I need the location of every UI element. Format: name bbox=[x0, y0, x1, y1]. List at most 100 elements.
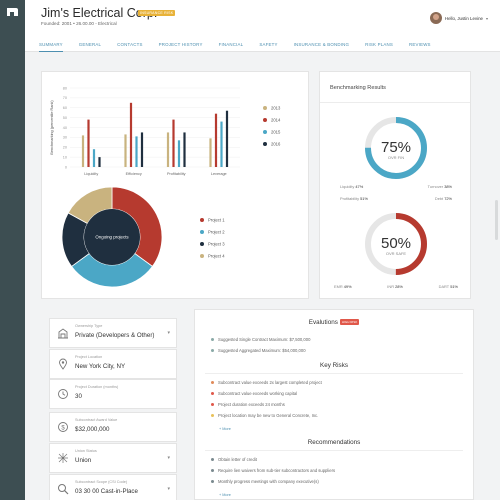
bar-efficiency-2013 bbox=[124, 134, 127, 167]
tab-financial[interactable]: FINANCIAL bbox=[218, 42, 244, 47]
divider bbox=[205, 450, 463, 451]
user-menu[interactable]: Hello, Justin Levine ▾ bbox=[429, 12, 488, 24]
benchmark-title: Benchmarking Results bbox=[330, 85, 386, 91]
stat-turnover: Turnover 38% bbox=[427, 184, 452, 189]
field-label: Union Status bbox=[75, 449, 97, 453]
chevron-down-icon[interactable]: ▾ bbox=[167, 486, 170, 492]
more-recommendations-link[interactable]: + More bbox=[219, 493, 231, 497]
project-duration-field[interactable]: Project Duration (months) 30 bbox=[49, 379, 177, 409]
stat-emr: EMR 49% bbox=[334, 284, 352, 289]
bar-chart: 0 10 20 30 40 50 60 70 80 Benchmarking (percentil… bbox=[50, 86, 281, 176]
gauge1-value: 75% bbox=[381, 139, 411, 156]
y-tick-label: 30 bbox=[63, 136, 67, 140]
bar-leverage-2015 bbox=[220, 121, 223, 167]
tab-safety[interactable]: SAFETY bbox=[259, 42, 278, 47]
search-icon bbox=[58, 484, 69, 495]
risk-item: Subcontract value exceeds working capita… bbox=[211, 391, 297, 396]
union-icon bbox=[58, 453, 68, 463]
tab-reviews[interactable]: REVIEWS bbox=[409, 42, 431, 47]
evaluations-card: Evalutions HIGH RISK Suggested Single Con… bbox=[194, 309, 474, 500]
clock-icon bbox=[58, 389, 68, 399]
bar-leverage-2013 bbox=[209, 138, 212, 167]
field-label: Project Location bbox=[75, 355, 103, 359]
tab-insurance-bonding[interactable]: INSURANCE & BONDING bbox=[293, 42, 350, 47]
bar-profitability-2014 bbox=[172, 119, 175, 167]
safety-gauge: 50%OVR SAFE bbox=[365, 213, 427, 275]
chevron-down-icon[interactable]: ▾ bbox=[485, 15, 488, 21]
y-tick-label: 70 bbox=[63, 96, 67, 100]
building-icon bbox=[58, 328, 68, 339]
main-area: Jim's Electrical Corp. INSURANCE RISK Fo… bbox=[25, 0, 500, 500]
list-item: Suggested Aggregated Maximum: $54,000,00… bbox=[211, 348, 306, 353]
union-status-select[interactable]: Union Status Union ▾ bbox=[49, 443, 177, 473]
svg-text:$: $ bbox=[61, 425, 65, 431]
legend-label: 2016 bbox=[271, 141, 281, 146]
legend-swatch bbox=[263, 106, 267, 110]
bullet-icon bbox=[211, 458, 214, 461]
ownership-type-select[interactable]: Ownership Type Private (Developers & Oth… bbox=[49, 318, 177, 348]
divider bbox=[205, 373, 463, 374]
stat-row-1: Liquidity 47% Turnover 38% bbox=[340, 184, 452, 189]
y-tick-label: 80 bbox=[63, 86, 67, 90]
bullet-icon bbox=[211, 414, 214, 417]
tab-summary[interactable]: SUMMARY bbox=[39, 37, 63, 52]
field-label: Subcontract Award Value bbox=[75, 418, 118, 422]
field-label: Project Duration (months) bbox=[75, 385, 119, 389]
chevron-down-icon[interactable]: ▾ bbox=[167, 330, 170, 336]
csi-scope-select[interactable]: Subcontract Scope (CSI Code) 03 30 00 Ca… bbox=[49, 474, 177, 500]
stat-dart: DART 51% bbox=[438, 284, 458, 289]
recommendations-title: Recommendations bbox=[307, 439, 361, 446]
gauge2-value: 50% bbox=[381, 235, 411, 252]
legend-swatch bbox=[200, 254, 204, 258]
legend-label: 2015 bbox=[271, 129, 281, 134]
award-value-field[interactable]: $ Subcontract Award Value $32,000,000 bbox=[49, 412, 177, 442]
list-item: Suggested Single Contract Maximum: $7,50… bbox=[211, 337, 310, 342]
risk-badge: INSURANCE RISK bbox=[138, 10, 176, 16]
project-location-field[interactable]: Project Location New York City, NY bbox=[49, 349, 177, 379]
legend-label: 2014 bbox=[271, 117, 281, 122]
risk-item: Subcontract value exceeds 2x largest com… bbox=[211, 380, 322, 385]
x-tick-label: Leverage bbox=[211, 172, 227, 176]
legend-label: Project 4 bbox=[208, 253, 225, 258]
evaluations-heading: Evalutions bbox=[308, 319, 338, 326]
app-logo-icon[interactable] bbox=[5, 5, 20, 20]
location-pin-icon bbox=[59, 358, 67, 370]
tab-general[interactable]: GENERAL bbox=[78, 42, 102, 47]
legend-swatch bbox=[200, 230, 204, 234]
y-axis-label: Benchmarking (percentile Rank) bbox=[50, 100, 54, 155]
tab-risk-plans[interactable]: RISK PLANS bbox=[365, 42, 394, 47]
more-risks-link[interactable]: + More bbox=[219, 427, 231, 431]
bullet-icon bbox=[211, 392, 214, 395]
scrollbar[interactable] bbox=[495, 200, 498, 240]
recommendation-item: Monthly progress meetings with company e… bbox=[211, 479, 319, 484]
stat-profitability: Profitability 51% bbox=[340, 196, 368, 201]
recommendation-item: Obtain letter of credit bbox=[211, 457, 257, 462]
legend-swatch bbox=[200, 242, 204, 246]
bar-efficiency-2014 bbox=[129, 102, 133, 167]
field-value: Union bbox=[75, 457, 92, 464]
high-risk-pill: HIGH RISK bbox=[339, 319, 360, 326]
bar-leverage-2016 bbox=[225, 110, 229, 167]
field-label: Ownership Type bbox=[75, 324, 103, 328]
key-risks-title: Key Risks bbox=[320, 362, 348, 369]
user-greeting: Hello, Justin Levine bbox=[444, 15, 483, 21]
bar-efficiency-2016 bbox=[140, 132, 144, 167]
tab-contacts[interactable]: CONTACTS bbox=[117, 42, 143, 47]
chevron-down-icon[interactable]: ▾ bbox=[167, 455, 170, 461]
avatar[interactable] bbox=[429, 12, 442, 24]
dollar-icon: $ bbox=[58, 422, 68, 432]
pie-title: Ongoing projects bbox=[95, 235, 129, 240]
pie-chart: Ongoing projects Project 1 Project 2 Projec… bbox=[61, 186, 225, 288]
stat-row-3: EMR 49% INR 28% DART 51% bbox=[334, 284, 458, 289]
header: Jim's Electrical Corp. INSURANCE RISK Fo… bbox=[25, 0, 500, 37]
x-tick-label: Efficiency bbox=[126, 172, 142, 176]
field-value: 30 bbox=[75, 393, 82, 400]
gauge-fill bbox=[365, 213, 427, 275]
tab-project-history[interactable]: PROJECT HISTORY bbox=[158, 42, 203, 47]
x-tick-label: Liquidity bbox=[84, 172, 98, 176]
company-subtitle: Founded: 2001 • 26.00.00 - Electrical bbox=[41, 21, 117, 26]
recommendation-item: Require lien waivers from sub-tier subco… bbox=[211, 468, 335, 473]
gauge2-label: OVR SAFE bbox=[386, 251, 407, 256]
tab-bar: SUMMARY GENERAL CONTACTS PROJECT HISTORY… bbox=[25, 37, 500, 52]
field-value: Private (Developers & Other) bbox=[75, 332, 155, 339]
